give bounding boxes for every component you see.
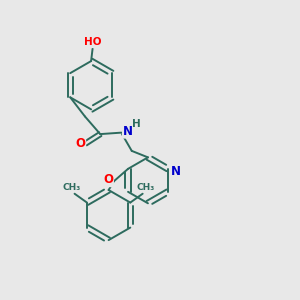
Text: HO: HO xyxy=(84,37,101,47)
Text: N: N xyxy=(171,165,181,178)
Text: O: O xyxy=(75,137,85,150)
Text: CH₃: CH₃ xyxy=(136,183,155,192)
Text: CH₃: CH₃ xyxy=(62,183,81,192)
Text: N: N xyxy=(123,125,133,138)
Text: O: O xyxy=(103,173,113,186)
Text: H: H xyxy=(132,119,141,129)
